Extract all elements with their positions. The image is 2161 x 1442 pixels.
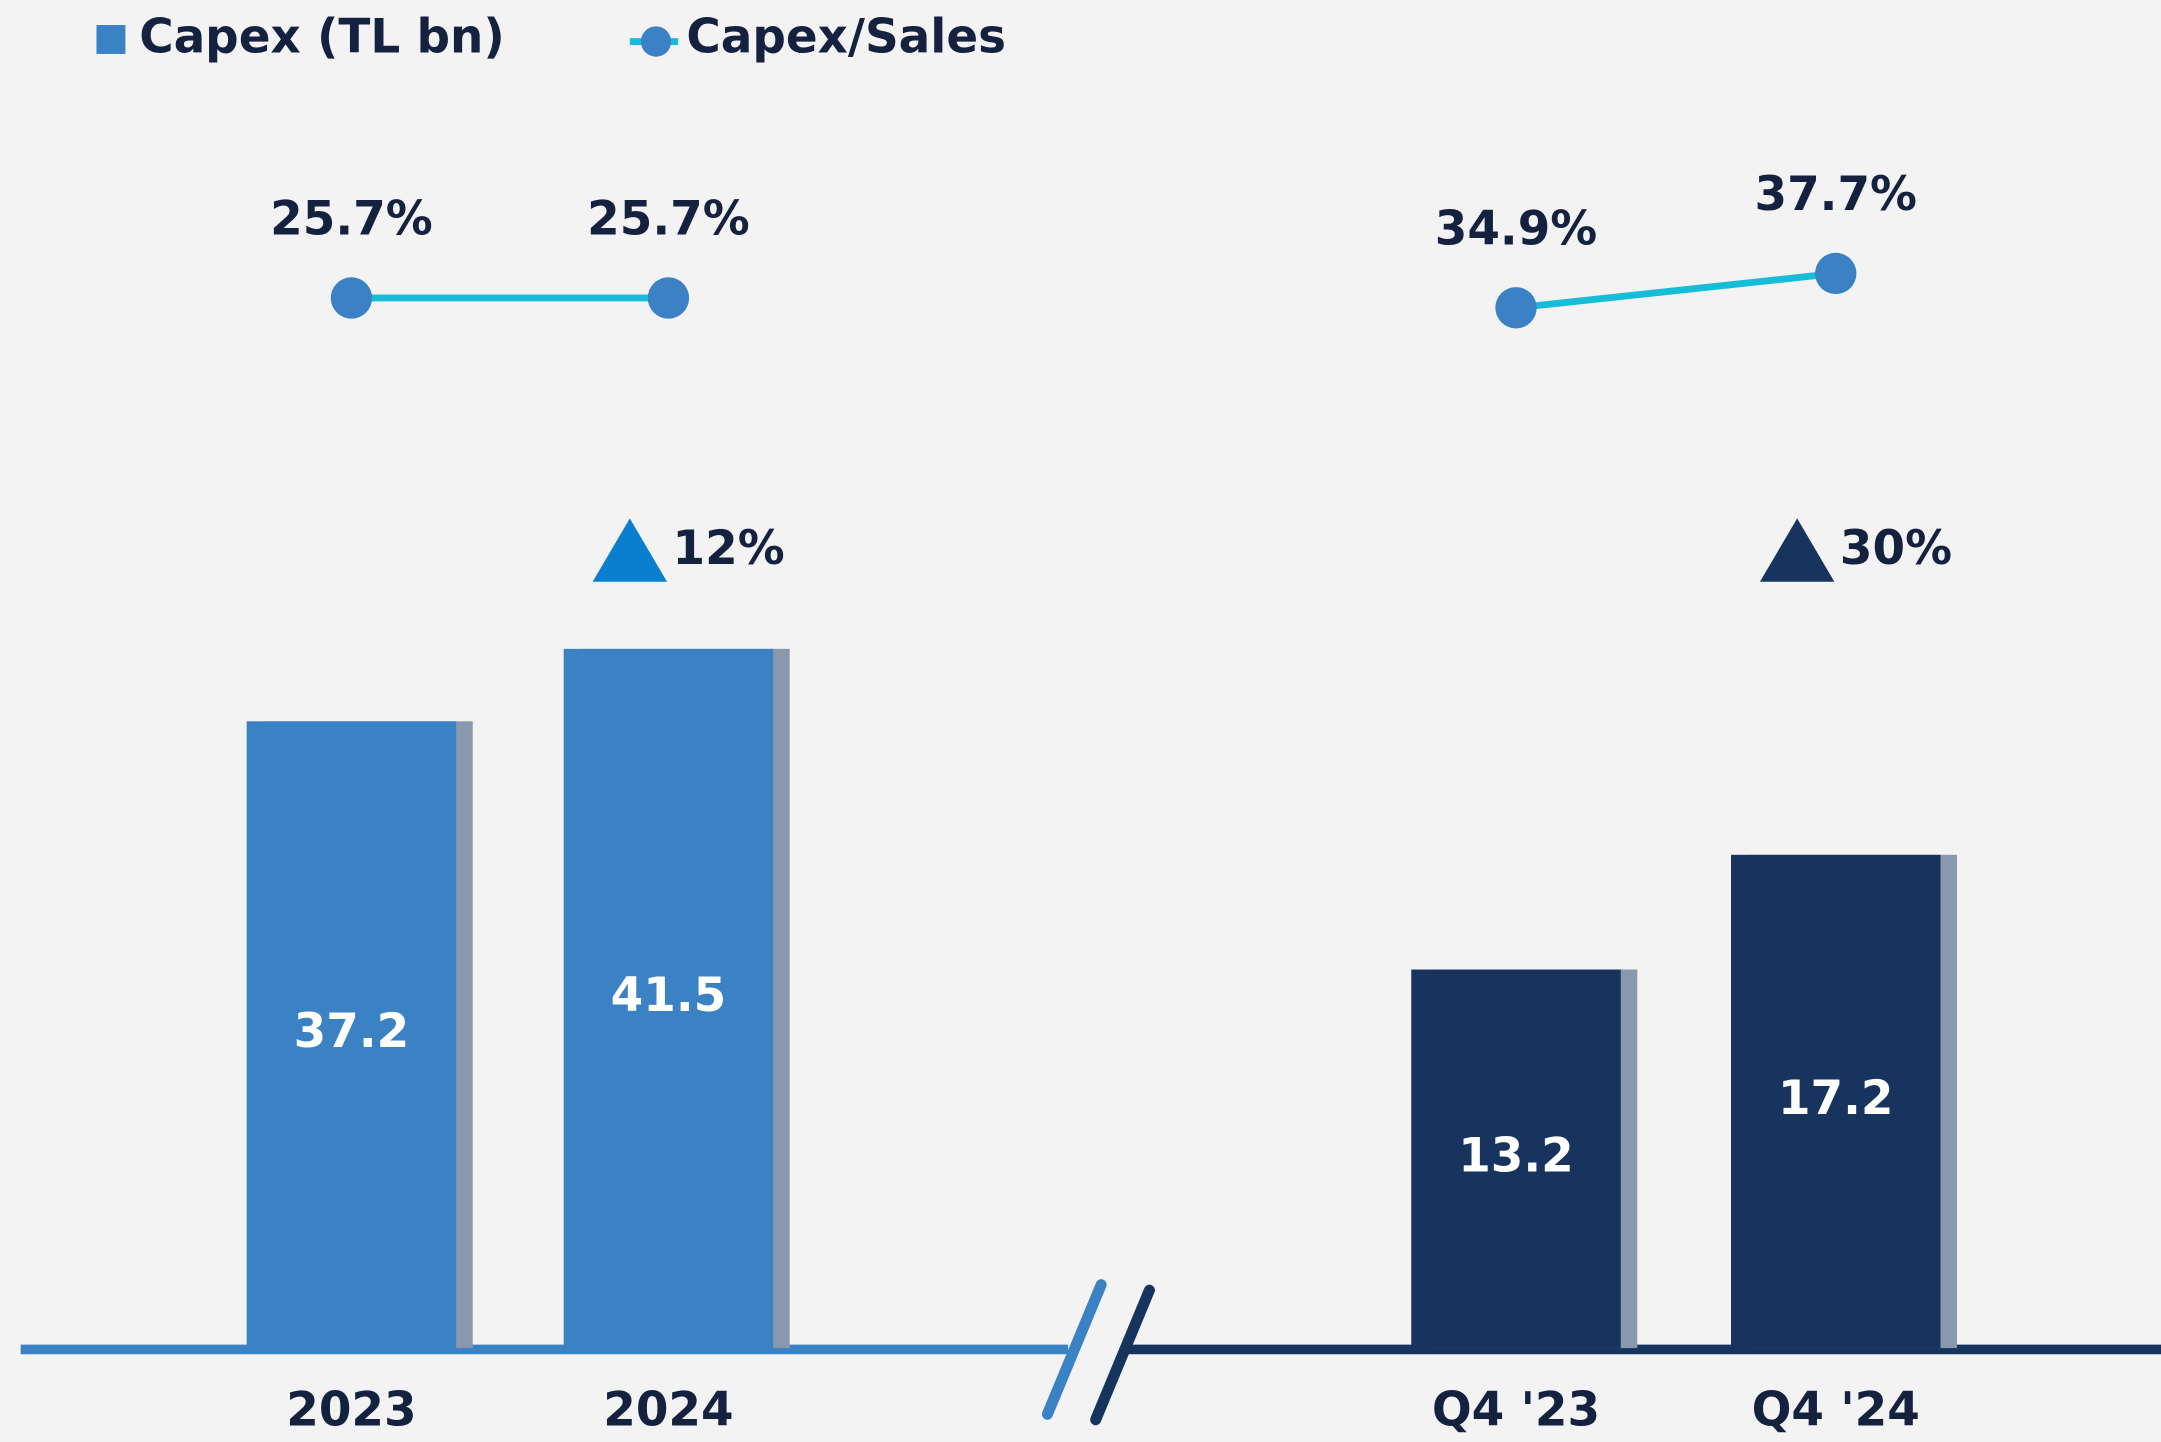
line-marker (647, 277, 690, 319)
line-value-label: 25.7% (587, 193, 750, 247)
legend-marker (640, 26, 672, 57)
bar-value-label: 17.2 (1778, 1072, 1894, 1126)
bar-value-label: 41.5 (611, 969, 727, 1023)
legend-label: Capex/Sales (686, 11, 1006, 65)
x-tick-label: 2024 (603, 1383, 733, 1437)
axis-break (1041, 1279, 1107, 1420)
line (1515, 270, 1837, 312)
line-value-label: 37.7% (1754, 168, 1917, 222)
growth-triangle (1759, 518, 1835, 582)
bar-value-label: 13.2 (1458, 1129, 1574, 1183)
x-tick-label: 2023 (286, 1383, 416, 1437)
bar (563, 648, 774, 1349)
axis-break (1090, 1284, 1155, 1426)
x-tick-label: Q4 '24 (1752, 1383, 1920, 1437)
growth-label: 12% (673, 522, 785, 576)
line-marker (330, 277, 373, 319)
legend-label: Capex (TL bn) (139, 11, 505, 65)
legend-swatch (96, 25, 126, 54)
line-marker (1495, 287, 1537, 329)
growth-triangle (592, 518, 668, 582)
x-tick-label: Q4 '23 (1432, 1383, 1600, 1437)
bar-value-label: 37.2 (294, 1005, 410, 1059)
line-value-label: 25.7% (270, 193, 433, 247)
growth-label: 30% (1840, 522, 1952, 576)
bar (246, 721, 457, 1349)
bar (1731, 854, 1941, 1349)
bar (1411, 969, 1621, 1349)
line-value-label: 34.9% (1435, 202, 1598, 256)
line-marker (1815, 252, 1857, 295)
